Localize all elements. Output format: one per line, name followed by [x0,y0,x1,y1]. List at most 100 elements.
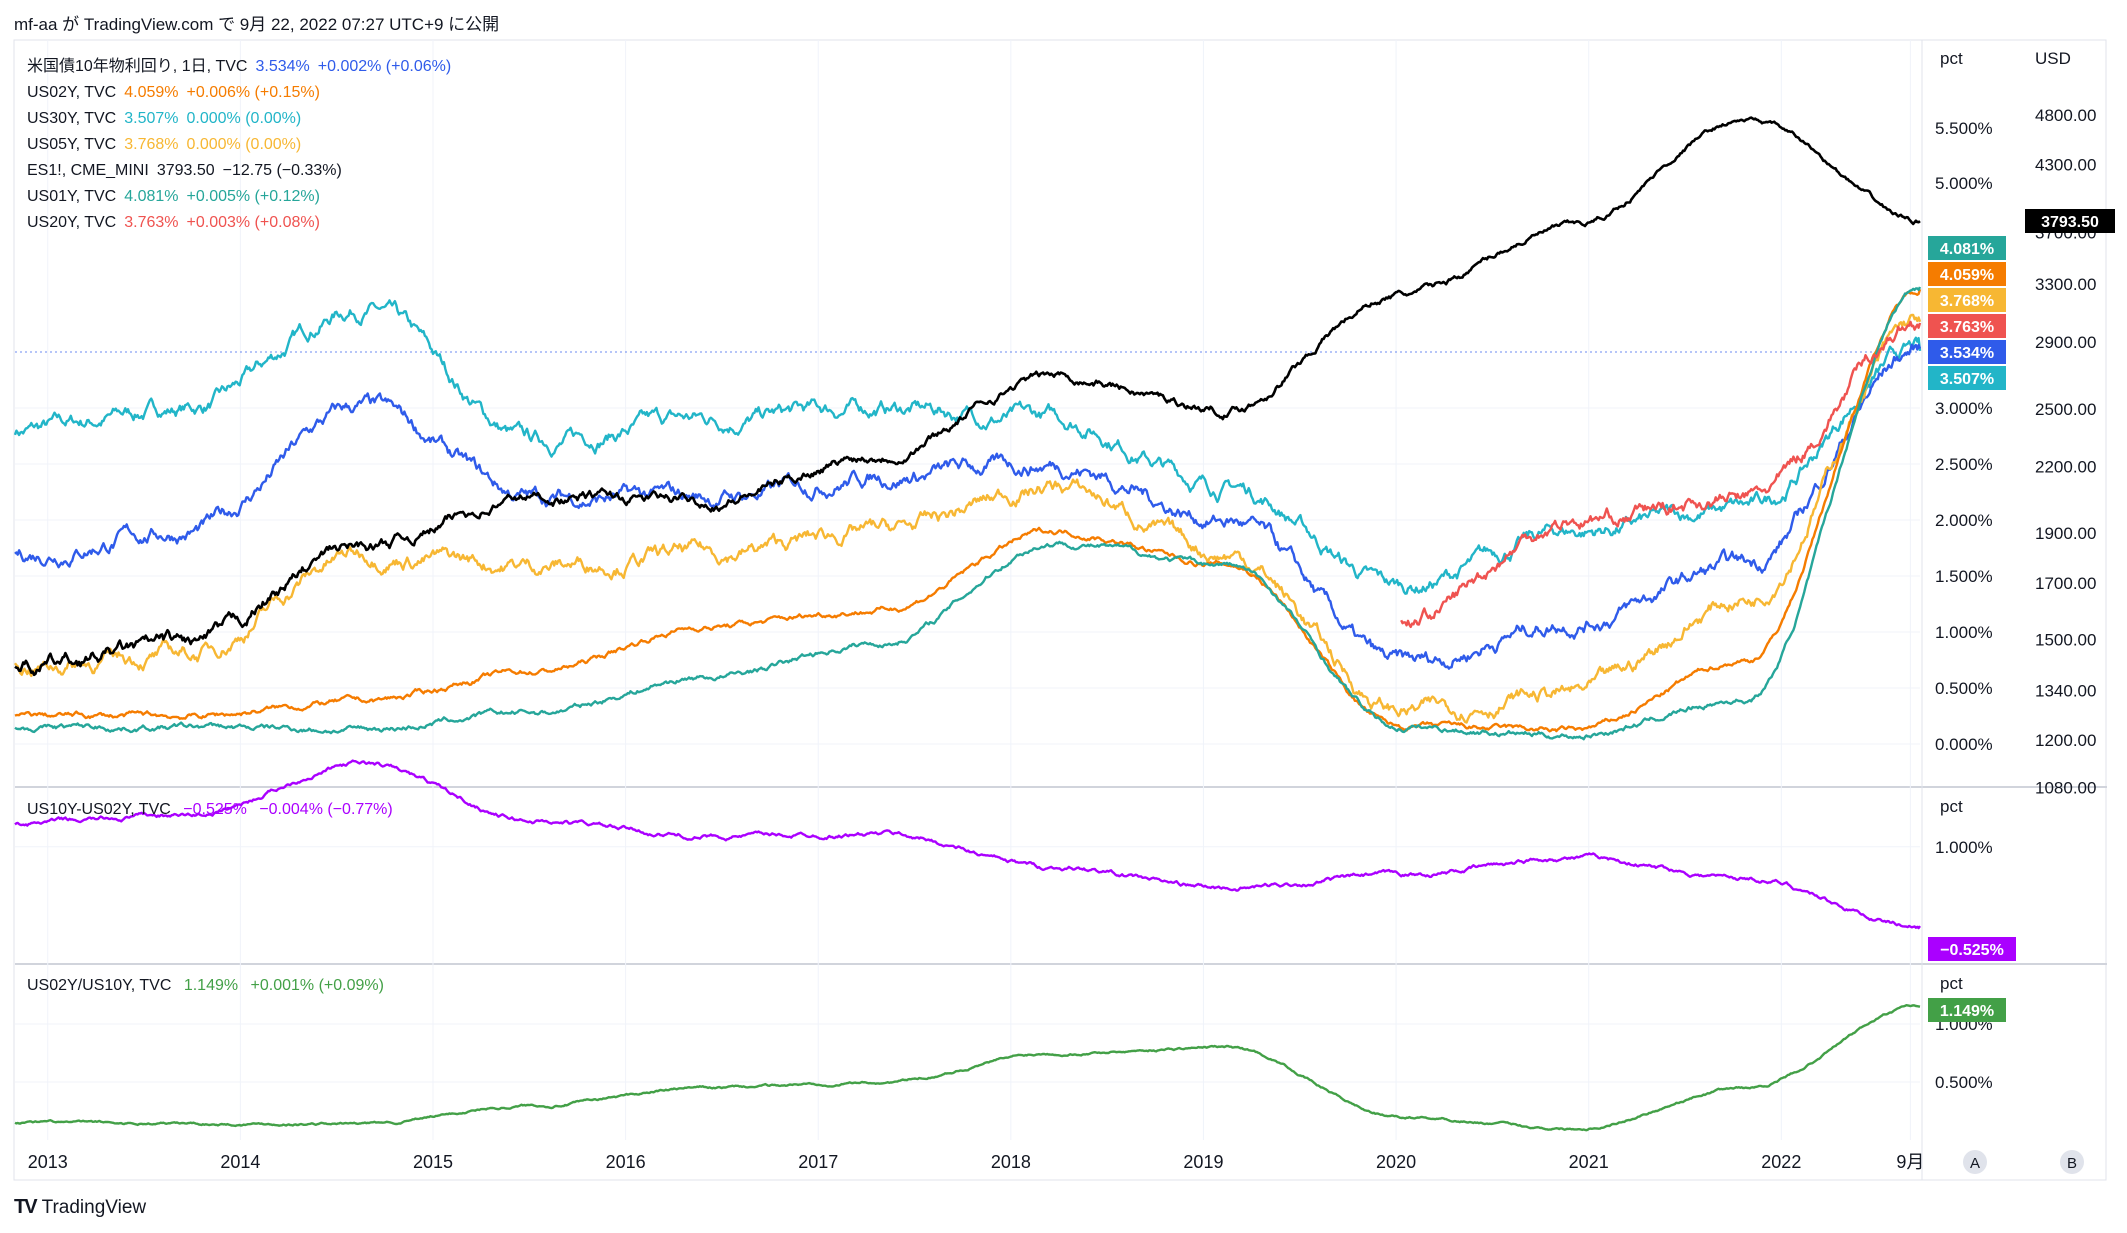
left-tick-label: 0.500% [1935,679,1993,698]
right-tick-label: 1200.00 [2035,731,2096,750]
tradingview-brand[interactable]: TV TradingView [14,1196,146,1219]
left-tick-label: 2.500% [1935,455,1993,474]
right-tick-label: 1900.00 [2035,524,2096,543]
last-price-bg [1928,366,2006,390]
last-price-label-us20y: 3.763% [1928,314,2006,338]
axis-unit-label: pct [1940,974,1963,993]
last-price-label-spread: −0.525% [1928,937,2016,961]
ratio-tick-label: 0.500% [1935,1073,1993,1092]
right-tick-label: 4800.00 [2035,106,2096,125]
left-tick-label: 1.500% [1935,567,1993,586]
left-tick-label: 0.000% [1935,735,1993,754]
last-price-text: 4.081% [1940,241,1994,258]
last-price-label-ratio: 1.149% [1928,998,2006,1022]
legend-change: +0.003% (+0.08%) [186,214,320,231]
scale-toggle-b-button[interactable]: B [2060,1150,2084,1174]
last-price-text: 4.059% [1940,267,1994,284]
legend-value: 4.059% [124,84,179,101]
last-price-bg [2025,209,2115,233]
legend-change: +0.002% (+0.06%) [317,58,452,75]
spread-tick-label: 1.000% [1935,838,1993,857]
legend-value: 4.081% [124,188,179,205]
chart-frame [13,39,2107,1181]
right-tick-label: 1080.00 [2035,779,2096,798]
legend-row-us20y[interactable]: US20Y, TVC 3.763% +0.003% (+0.08%) [27,210,459,236]
legend-name: US30Y, TVC [27,110,117,127]
axis-unit-label: pct [1940,797,1963,816]
series-line-us01y [14,286,1922,741]
last-price-text: 3.507% [1940,371,1994,388]
right-tick-label: 3300.00 [2035,275,2096,294]
last-price-bg [1928,236,2006,260]
last-price-bg [1928,937,2016,961]
legend-ratio-value: 1.149% [183,977,239,994]
left-tick-label: 5.500% [1935,119,1993,138]
left-tick-label: 3.000% [1935,399,1993,418]
right-tick-label: 4300.00 [2035,156,2096,175]
right-tick-label: 2900.00 [2035,333,2096,352]
right-tick-label: 1500.00 [2035,630,2096,649]
time-tick-label: 2020 [1376,1152,1416,1172]
time-tick-label: 2021 [1569,1152,1609,1172]
last-price-text: 3793.50 [2041,214,2099,231]
legend-change: 0.000% (0.00%) [186,136,302,153]
legend-row-us02y[interactable]: US02Y, TVC 4.059% +0.006% (+0.15%) [27,80,459,106]
time-tick-label: 2015 [413,1152,453,1172]
legend-ratio: US02Y/US10Y, TVC 1.149% +0.001% (+0.09%) [27,977,392,995]
last-price-text: 3.534% [1940,345,1994,362]
time-tick-label: 2014 [220,1152,260,1172]
legend-row-us05y[interactable]: US05Y, TVC 3.768% 0.000% (0.00%) [27,132,459,158]
series-line-spread [14,759,1921,930]
last-price-text: −0.525% [1940,942,2004,959]
legend-ratio-name: US02Y/US10Y, TVC [27,977,172,994]
axis-unit-label: USD [2035,49,2071,68]
scale-toggle-label: B [2067,1155,2077,1172]
right-tick-label: 2500.00 [2035,400,2096,419]
legend-row-es1[interactable]: ES1!, CME_MINI 3793.50 −12.75 (−0.33%) [27,158,459,184]
last-price-text: 3.763% [1940,319,1994,336]
legend-name: US20Y, TVC [27,214,117,231]
grid [13,39,2107,1181]
legend-spread-name: US10Y-US02Y, TVC [27,801,171,818]
last-price-text: 1.149% [1940,1003,1994,1020]
last-price-bg [1928,262,2006,286]
legend-value: 3.534% [255,58,310,75]
legend-row-us30y[interactable]: US30Y, TVC 3.507% 0.000% (0.00%) [27,106,459,132]
left-tick-label: 1.000% [1935,623,1993,642]
left-tick-label: 2.000% [1935,511,1993,530]
last-price-label-us05y: 3.768% [1928,288,2006,312]
last-price-label-es1: 3793.50 [2025,209,2115,233]
legend-name: US05Y, TVC [27,136,117,153]
series-line-us20y [1400,320,1922,629]
scale-toggle-bg [2060,1150,2084,1174]
legend-ratio-change: +0.001% (+0.09%) [250,977,384,994]
scale-toggle-bg [1963,1150,1987,1174]
legend-spread: US10Y-US02Y, TVC −0.525% −0.004% (−0.77%… [27,801,401,819]
last-price-text: 3.768% [1940,293,1994,310]
series-line-us30y [13,299,1922,595]
right-tick-label: 2200.00 [2035,458,2096,477]
axis-unit-label: pct [1940,49,1963,68]
last-price-label-us01y: 4.081% [1928,236,2006,260]
legend-row-us01y[interactable]: US01Y, TVC 4.081% +0.005% (+0.12%) [27,184,459,210]
last-price-bg [1928,340,2006,364]
legend-value: 3793.50 [156,162,215,179]
legend-spread-change: −0.004% (−0.77%) [259,801,393,818]
legend-main: 米国債10年物利回り, 1日, TVC 3.534% +0.002% (+0.06%… [27,54,459,236]
legend-row-us10y[interactable]: 米国債10年物利回り, 1日, TVC 3.534% +0.002% (+0.06%… [27,54,459,80]
axis-layer: 2013 2014 2015 2016 2017 2018 2019 2020 2021 2022… [28,49,2096,1174]
left-tick-label: 5.000% [1935,174,1993,193]
scale-toggle-a-button[interactable]: A [1963,1150,1987,1174]
legend-name: 米国債10年物利回り, 1日, TVC [27,58,248,75]
last-price-bg [1928,314,2006,338]
legend-value: 3.507% [124,110,179,127]
series-line-ratio [14,1004,1921,1132]
legend-change: 0.000% (0.00%) [186,110,302,127]
last-price-bg [1928,998,2006,1022]
time-tick-label: 2016 [606,1152,646,1172]
time-tick-label: 2017 [798,1152,838,1172]
price-labels: 4.081% 4.059% 3.768% 3.763% 3.534% 3.507% 3793… [1928,209,2115,1022]
time-tick-label: 2022 [1761,1152,1801,1172]
last-price-bg [1928,288,2006,312]
